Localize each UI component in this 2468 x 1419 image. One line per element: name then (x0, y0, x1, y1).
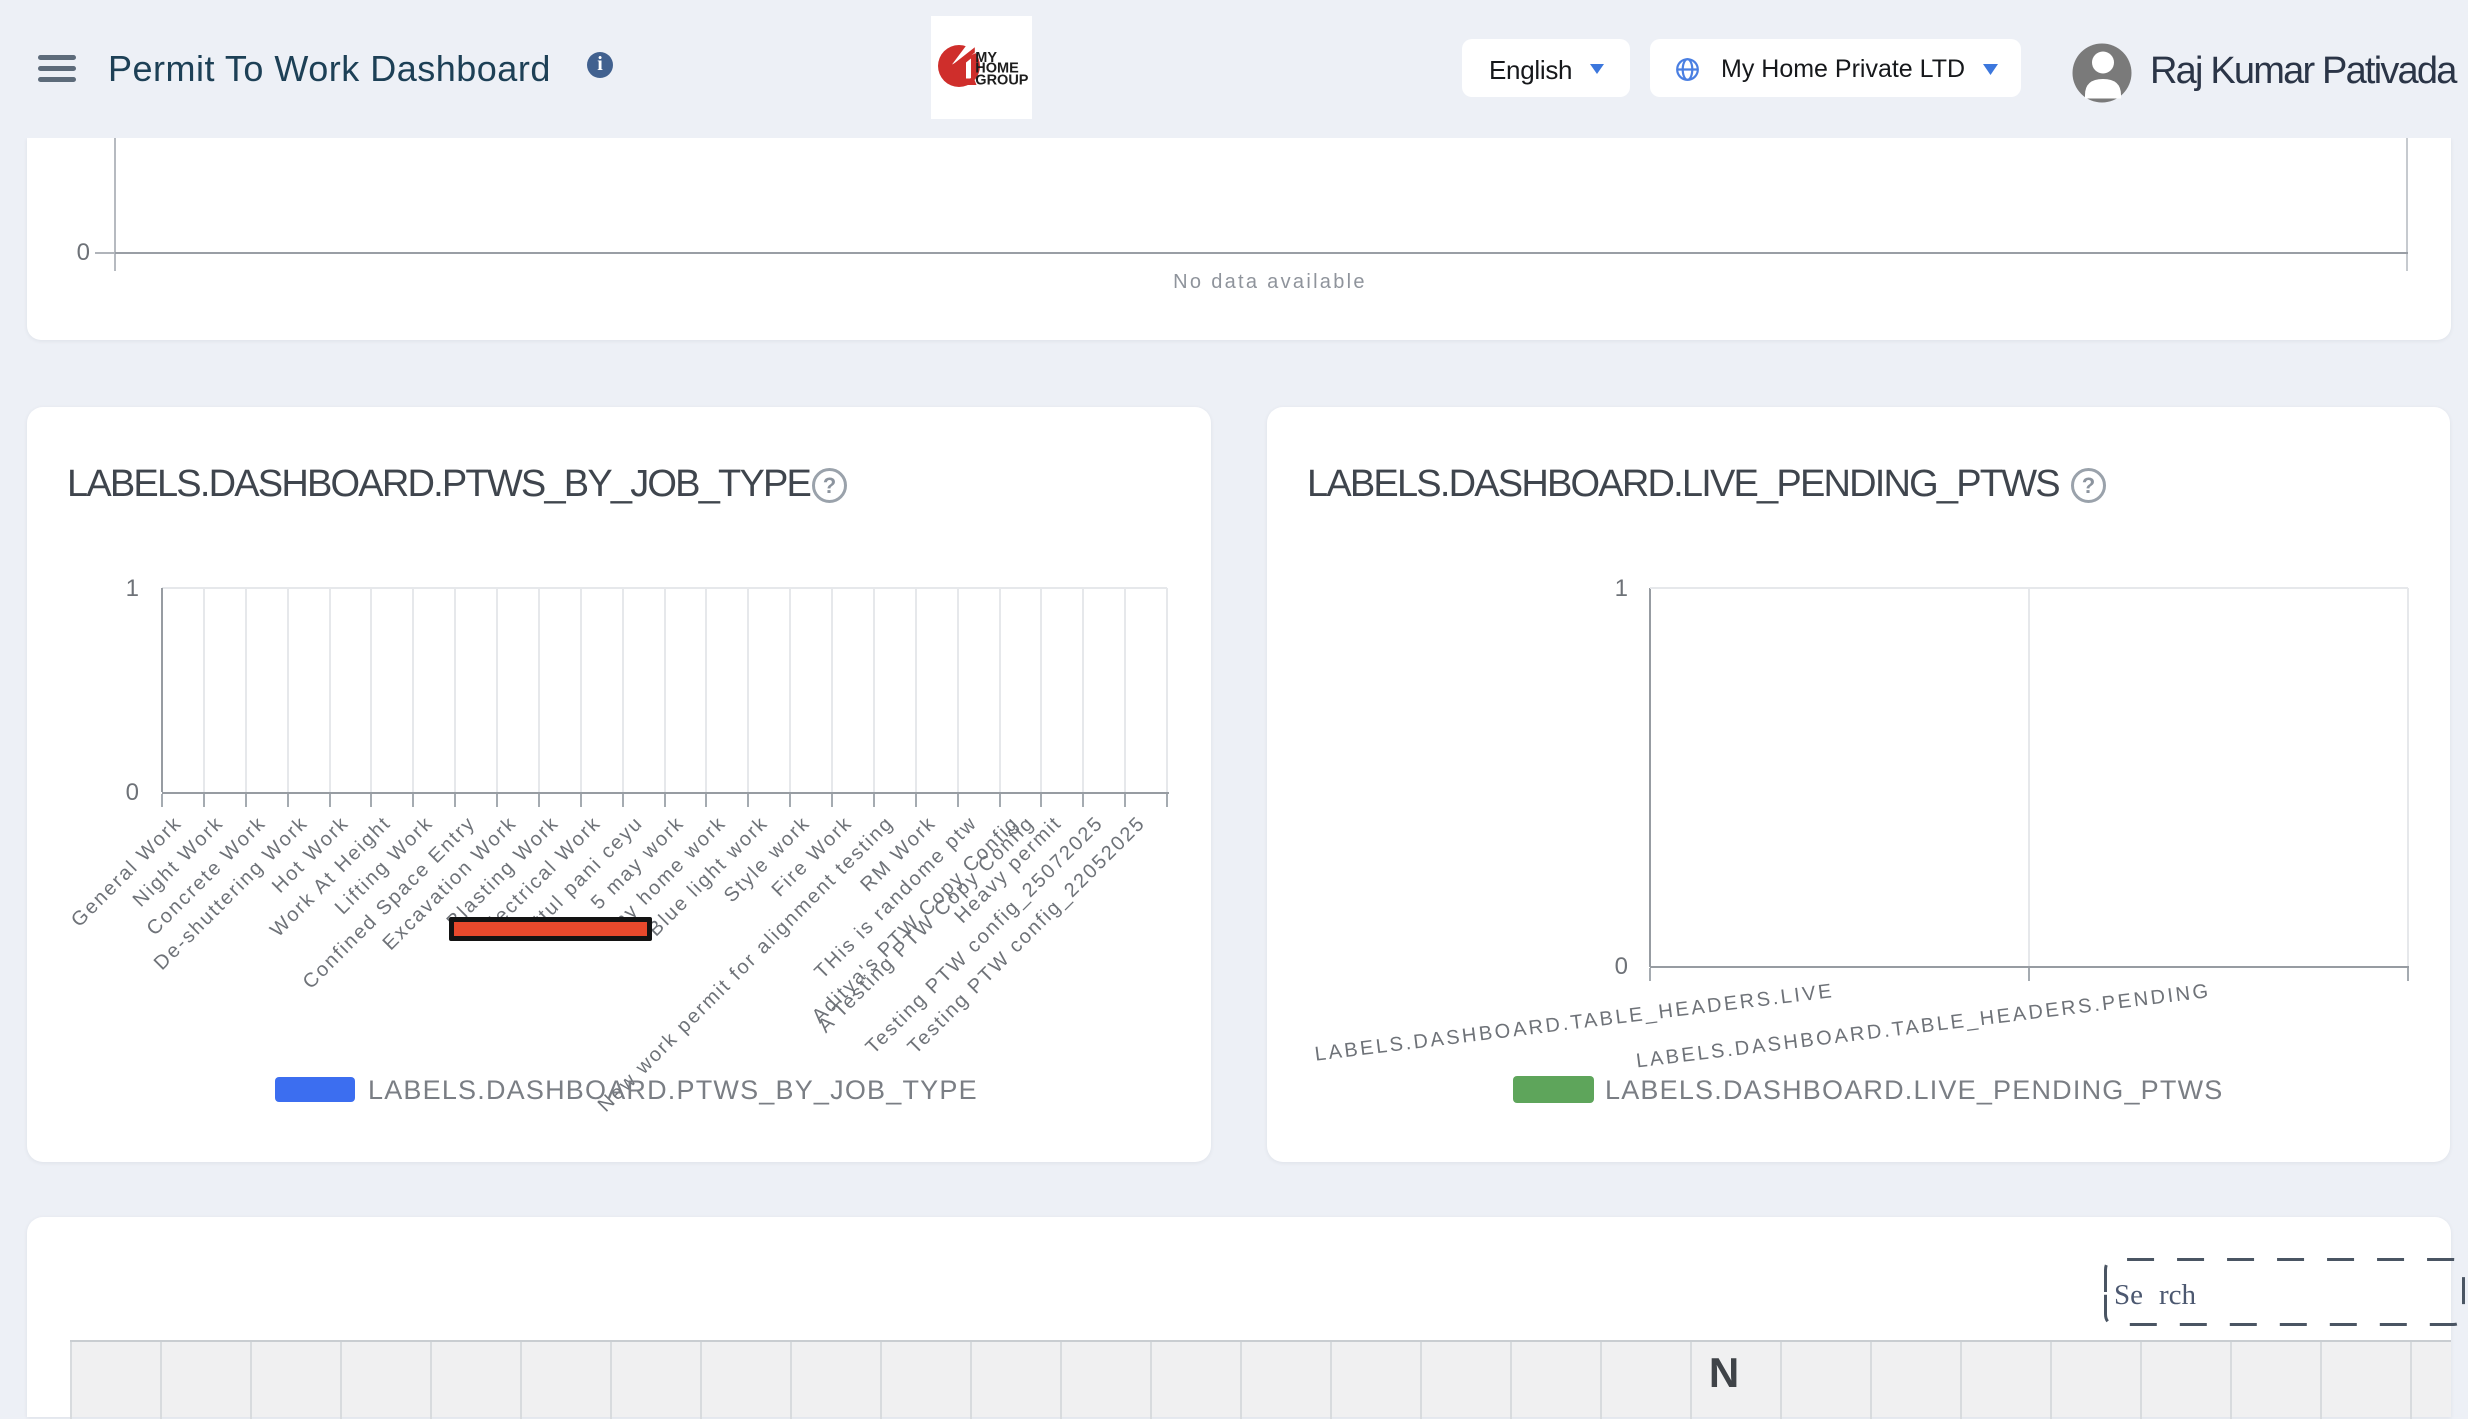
svg-text:MY: MY (975, 50, 997, 66)
svg-text:HOME: HOME (975, 61, 1019, 77)
svg-text:GROUP: GROUP (975, 73, 1029, 89)
